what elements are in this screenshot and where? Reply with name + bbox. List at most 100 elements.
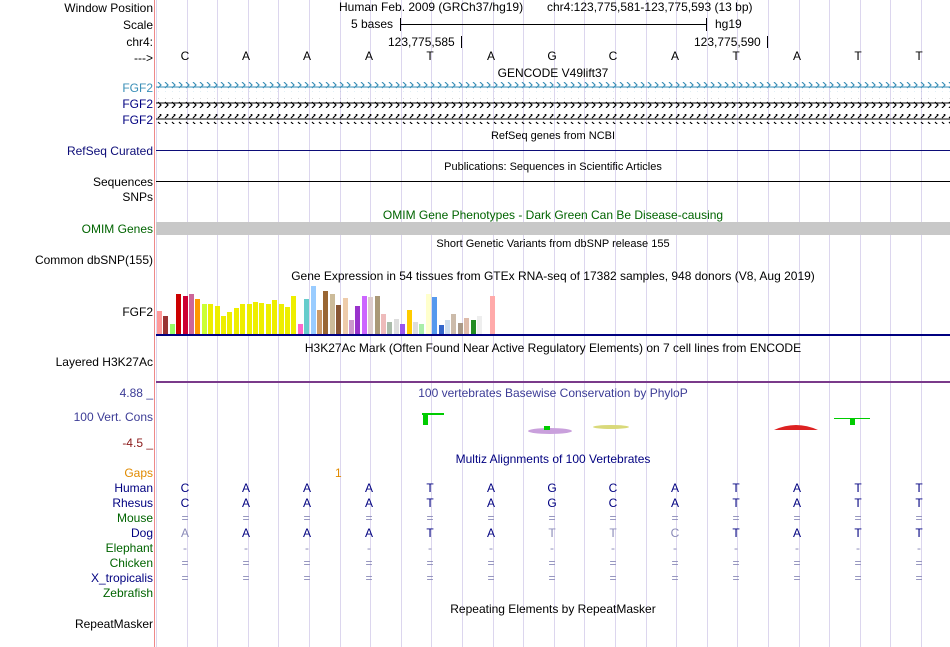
gtex-bar[interactable] xyxy=(381,314,386,334)
gtex-bar[interactable] xyxy=(349,320,354,334)
pubs-label[interactable]: Sequences xyxy=(92,175,153,189)
gtex-bar[interactable] xyxy=(426,294,431,334)
alignment-base: A xyxy=(792,496,801,510)
gtex-bar[interactable] xyxy=(323,291,328,334)
gtex-bar[interactable] xyxy=(387,322,392,334)
omim-bar[interactable] xyxy=(156,222,950,235)
gtex-bar[interactable] xyxy=(259,303,264,334)
gtex-bar[interactable] xyxy=(490,296,495,334)
gtex-bar[interactable] xyxy=(407,310,412,334)
gtex-bar[interactable] xyxy=(266,304,271,334)
repeatmasker-label[interactable]: RepeatMasker xyxy=(74,617,153,631)
gtex-bar[interactable] xyxy=(240,304,245,334)
phylop-plot[interactable] xyxy=(156,400,950,440)
multiz-title[interactable]: Multiz Alignments of 100 Vertebrates xyxy=(455,452,651,466)
gtex-bar[interactable] xyxy=(362,296,367,334)
gtex-bar[interactable] xyxy=(176,294,181,334)
gtex-bar[interactable] xyxy=(336,305,341,334)
gtex-bar[interactable] xyxy=(343,298,348,334)
gtex-bar[interactable] xyxy=(253,302,258,334)
species-label[interactable]: Elephant xyxy=(105,541,153,555)
gtex-bar[interactable] xyxy=(279,304,284,334)
gtex-bar[interactable] xyxy=(330,294,335,334)
gencode-gene-2[interactable]: FGF2 xyxy=(122,97,153,111)
gtex-bar[interactable] xyxy=(368,297,373,334)
gtex-label[interactable]: FGF2 xyxy=(122,305,153,319)
refseq-gene-line[interactable] xyxy=(156,150,950,151)
gtex-bar[interactable] xyxy=(464,318,469,334)
gtex-bar[interactable] xyxy=(413,322,418,334)
gtex-bar[interactable] xyxy=(375,296,380,334)
gaps-label[interactable]: Gaps xyxy=(124,466,153,480)
gtex-bar[interactable] xyxy=(477,316,482,334)
gtex-bar[interactable] xyxy=(215,306,220,334)
pubs-line[interactable] xyxy=(156,181,950,182)
gtex-bar[interactable] xyxy=(432,297,437,334)
gtex-bar[interactable] xyxy=(394,319,399,334)
gencode-gene-1[interactable]: FGF2 xyxy=(122,81,153,95)
gtex-bar[interactable] xyxy=(451,314,456,334)
gtex-bar[interactable] xyxy=(163,316,168,334)
gencode-gene-3[interactable]: FGF2 xyxy=(122,113,153,127)
gtex-bar[interactable] xyxy=(291,296,296,334)
omim-label[interactable]: OMIM Genes xyxy=(81,222,153,236)
gtex-bar[interactable] xyxy=(419,324,424,334)
gtex-bar[interactable] xyxy=(170,324,175,334)
species-label[interactable]: X_tropicalis xyxy=(90,571,153,585)
refseq-label[interactable]: RefSeq Curated xyxy=(66,144,153,158)
gtex-title[interactable]: Gene Expression in 54 tissues from GTEx … xyxy=(291,269,815,283)
species-label[interactable]: Chicken xyxy=(109,556,153,570)
dbsnp-title[interactable]: Short Genetic Variants from dbSNP releas… xyxy=(436,238,670,250)
gtex-bar[interactable] xyxy=(304,299,309,334)
snps-label[interactable]: SNPs xyxy=(122,190,153,204)
position-text[interactable]: chr4:123,775,581-123,775,593 (13 bp) xyxy=(547,0,753,14)
gtex-bar[interactable] xyxy=(298,324,303,334)
gtex-bar[interactable] xyxy=(195,299,200,334)
species-label[interactable]: Dog xyxy=(130,526,153,540)
h3k27ac-label[interactable]: Layered H3K27Ac xyxy=(55,355,153,369)
strand-label: ---> xyxy=(134,51,153,65)
gtex-bar[interactable] xyxy=(496,302,501,334)
species-label[interactable]: Human xyxy=(114,481,153,495)
gtex-bar[interactable] xyxy=(157,311,162,334)
refseq-title[interactable]: RefSeq genes from NCBI xyxy=(490,130,616,142)
gtex-chart[interactable] xyxy=(157,284,537,334)
gtex-bar[interactable] xyxy=(285,307,290,334)
species-label[interactable]: Mouse xyxy=(116,511,153,525)
phylop-label[interactable]: 100 Vert. Cons xyxy=(73,410,153,424)
gtex-bar[interactable] xyxy=(458,323,463,334)
gtex-bar[interactable] xyxy=(227,312,232,334)
gencode-gene-models[interactable] xyxy=(156,80,950,126)
gtex-bar[interactable] xyxy=(439,325,444,334)
species-label[interactable]: Zebrafish xyxy=(102,586,153,600)
dbsnp-label[interactable]: Common dbSNP(155) xyxy=(34,253,153,267)
gtex-bar[interactable] xyxy=(355,306,360,334)
gtex-bar[interactable] xyxy=(202,304,207,334)
alignment-base: - xyxy=(428,541,432,555)
gtex-bar[interactable] xyxy=(247,304,252,334)
phylop-title[interactable]: 100 vertebrates Basewise Conservation by… xyxy=(418,386,688,400)
h3k27ac-title[interactable]: H3K27Ac Mark (Often Found Near Active Re… xyxy=(304,341,802,355)
gtex-bar[interactable] xyxy=(483,313,488,334)
gtex-bar[interactable] xyxy=(208,304,213,334)
phylop-mark xyxy=(593,425,629,429)
gtex-bar[interactable] xyxy=(272,300,277,334)
gtex-bar[interactable] xyxy=(445,320,450,334)
repeatmasker-title[interactable]: Repeating Elements by RepeatMasker xyxy=(450,602,656,616)
gtex-bar[interactable] xyxy=(234,308,239,334)
gtex-bar[interactable] xyxy=(221,316,226,334)
chrom-label: chr4: xyxy=(126,35,153,49)
scale-bar-left-tick xyxy=(400,18,401,31)
species-label[interactable]: Rhesus xyxy=(112,496,153,510)
gtex-bar[interactable] xyxy=(183,296,188,334)
gtex-bar[interactable] xyxy=(471,320,476,334)
h3k27ac-signal[interactable] xyxy=(156,381,950,383)
gtex-bar[interactable] xyxy=(189,294,194,334)
gencode-title[interactable]: GENCODE V49lift37 xyxy=(497,66,609,80)
gtex-bar[interactable] xyxy=(400,324,405,334)
gtex-bar[interactable] xyxy=(317,310,322,334)
pubs-title[interactable]: Publications: Sequences in Scientific Ar… xyxy=(444,161,662,173)
omim-title[interactable]: OMIM Gene Phenotypes - Dark Green Can Be… xyxy=(382,208,724,222)
gtex-bar[interactable] xyxy=(311,286,316,334)
grid-line xyxy=(676,0,677,647)
